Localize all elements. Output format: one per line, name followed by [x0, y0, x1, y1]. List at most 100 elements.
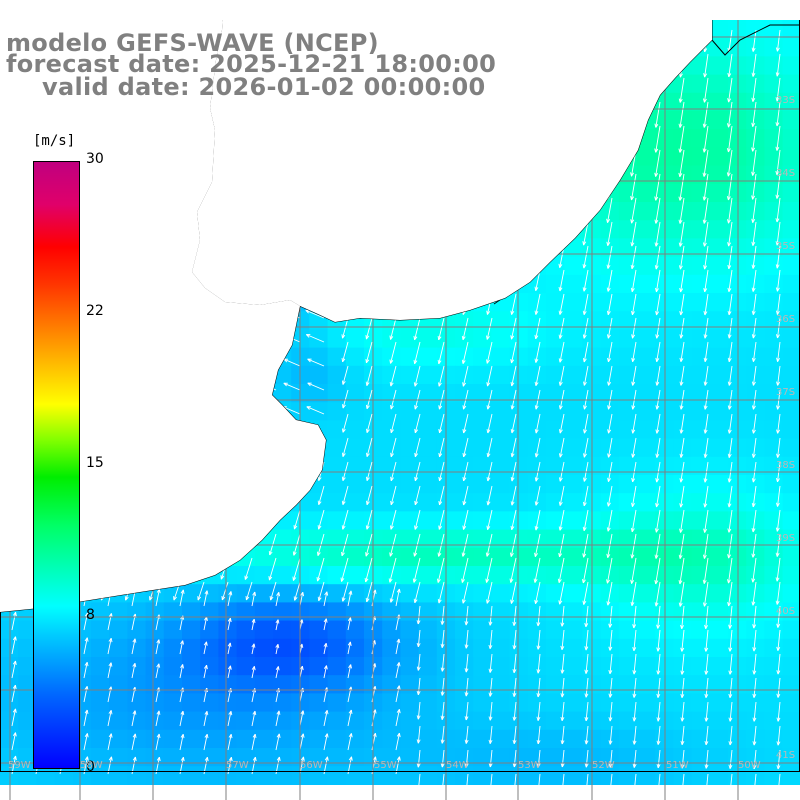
wind-arrow	[752, 749, 757, 770]
wind-cell	[345, 329, 365, 349]
wind-arrow	[775, 77, 781, 102]
wind-cell	[637, 274, 656, 294]
wind-arrow	[631, 413, 637, 434]
wind-arrow	[293, 581, 301, 601]
wind-arrow	[461, 317, 469, 341]
wind-cell	[327, 602, 347, 622]
wind-cell	[327, 584, 347, 603]
wind-arrow	[275, 733, 281, 751]
wind-arrow	[299, 710, 305, 727]
wind-cell	[782, 92, 800, 112]
wind-arrow	[751, 149, 757, 176]
wind-arrow	[283, 382, 301, 391]
wind-cell	[673, 183, 693, 203]
wind-cell	[728, 711, 747, 731]
wind-arrow	[631, 317, 637, 339]
wind-cell	[564, 347, 583, 367]
wind-cell	[673, 311, 693, 330]
wind-cell	[764, 402, 784, 421]
wind-arrow	[341, 509, 349, 530]
wind-cell	[400, 456, 420, 476]
wind-cell	[491, 475, 511, 494]
wind-arrow	[365, 581, 373, 603]
wind-arrow	[775, 509, 781, 532]
wind-cell	[254, 602, 274, 622]
wind-cell	[673, 748, 693, 767]
wind-cell	[509, 475, 529, 494]
wind-cell	[764, 675, 784, 694]
wind-cell	[127, 766, 147, 785]
wind-cell	[728, 584, 747, 603]
wind-arrow	[512, 773, 517, 792]
lat-label: 36S	[776, 314, 796, 325]
wind-cell	[455, 365, 474, 385]
wind-cell	[746, 711, 765, 731]
wind-arrow	[703, 485, 709, 508]
wind-arrow	[488, 725, 493, 744]
wind-cell	[618, 329, 638, 349]
wind-cell	[709, 729, 729, 749]
wind-cell	[782, 74, 800, 94]
wind-cell	[764, 438, 784, 458]
wind-arrow	[608, 653, 613, 675]
wind-arrow	[608, 629, 613, 651]
wind-cell	[637, 675, 656, 694]
wind-cell	[291, 584, 310, 603]
wind-cell	[382, 475, 401, 494]
wind-cell	[746, 329, 765, 349]
wind-arrow	[203, 590, 209, 607]
wind-cell	[728, 92, 747, 112]
wind-arrow	[703, 341, 709, 363]
wind-cell	[345, 584, 365, 603]
wind-cell	[728, 74, 747, 94]
wind-arrow	[560, 605, 565, 627]
wind-cell	[418, 365, 438, 385]
wind-arrow	[389, 365, 397, 387]
wind-cell	[764, 92, 784, 112]
lat-label: 34S	[776, 168, 796, 179]
wind-cell	[637, 147, 656, 167]
wind-cell	[782, 20, 800, 39]
wind-arrow	[227, 710, 233, 727]
wind-cell	[491, 365, 511, 385]
wind-arrow	[704, 677, 709, 699]
wind-arrow	[464, 701, 469, 721]
wind-arrow	[509, 557, 517, 583]
wind-cell	[309, 620, 329, 640]
wind-cell	[728, 729, 747, 749]
wind-cell	[345, 566, 365, 585]
wind-cell	[746, 566, 765, 585]
wind-cell	[637, 420, 656, 440]
wind-arrow	[512, 725, 517, 745]
wind-arrow	[416, 773, 421, 792]
wind-cell	[673, 584, 693, 603]
wind-arrow	[704, 701, 709, 722]
wind-cell	[254, 711, 274, 731]
wind-cell	[182, 729, 201, 749]
wind-arrow	[416, 749, 421, 768]
wind-arrow	[608, 677, 613, 698]
wind-cell	[36, 766, 56, 785]
wind-cell	[564, 402, 583, 421]
wind-cell	[728, 365, 747, 385]
lon-label: 55W	[374, 760, 397, 771]
wind-arrow	[703, 317, 709, 339]
wind-arrow	[608, 701, 613, 722]
wind-cell	[491, 620, 511, 640]
wind-cell	[163, 638, 183, 658]
wind-cell	[709, 711, 729, 731]
wind-cell	[564, 256, 583, 276]
wind-cell	[673, 420, 693, 440]
wind-cell	[728, 183, 747, 203]
wind-cell	[637, 657, 656, 676]
wind-cell	[600, 274, 620, 294]
wind-cell	[764, 74, 784, 94]
wind-cell	[345, 529, 365, 549]
wind-cell	[782, 511, 800, 531]
wind-arrow	[560, 677, 565, 698]
wind-arrow	[655, 269, 661, 293]
wind-cell	[254, 748, 274, 767]
wind-cell	[163, 729, 183, 749]
wind-cell	[709, 165, 729, 185]
wind-cell	[418, 566, 438, 585]
